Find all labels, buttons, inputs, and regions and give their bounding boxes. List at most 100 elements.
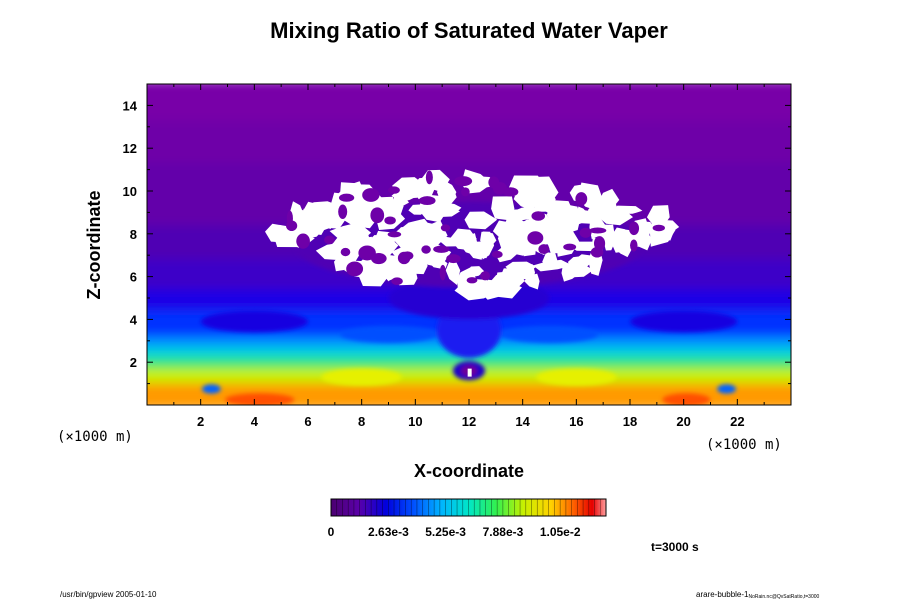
saturated-patch [392,177,426,199]
y-axis: 2 4 6 8 10 12 14 [123,98,791,385]
saturated-patch [467,266,485,278]
saturated-patch [449,228,477,251]
unsaturated-patch [286,220,298,232]
y-tick-label: 6 [130,270,137,285]
colorbar-ticks: 0 2.63e-3 5.25e-3 7.88e-3 1.05e-2 [328,499,601,539]
saturated-patch [469,245,484,260]
colorbar-tick-label: 1.05e-2 [540,525,581,539]
unsaturated-patch [340,247,351,257]
saturated-patch [491,196,515,221]
saturated-patch [603,224,616,251]
x-tick-label: 22 [730,414,744,429]
x-tick-label: 10 [408,414,422,429]
colorbar-tick-label: 0 [328,525,335,539]
saturated-patch [542,252,558,270]
saturated-patch [464,211,498,230]
bubble-center-marker [467,368,472,377]
field-feature [200,310,308,333]
colorbar-tick-label: 5.25e-3 [425,525,466,539]
unsaturated-patch [590,247,604,258]
unsaturated-patch [370,207,385,224]
field-feature [662,393,711,405]
unsaturated-patch [391,277,403,286]
time-label: t=3000 s [651,540,699,554]
unsaturated-patch [346,261,364,277]
saturated-patch [598,207,633,226]
unsaturated-patch [461,187,470,197]
field-feature [630,310,738,333]
saturated-patches [265,169,680,301]
x-axis: 2 4 6 8 10 12 14 16 18 20 22 [173,84,765,429]
heatmap-field [147,84,791,405]
unsaturated-patch [440,224,451,232]
x-tick-label: 6 [304,414,311,429]
unsaturated-patch [388,186,400,194]
saturated-patch [471,176,494,190]
saturated-patch [646,205,670,227]
unsaturated-patch [563,243,577,251]
unsaturated-patch [296,233,310,249]
field-band [147,112,791,163]
field-feature [321,368,402,386]
x-tick-label: 16 [569,414,583,429]
saturated-patch [497,225,530,254]
x-tick-label: 8 [358,414,365,429]
unsaturated-patch [418,196,436,206]
unsaturated-patch [491,250,503,259]
unsaturated-patch [527,231,544,245]
field-feature [717,384,736,394]
y-unit-label: (×1000 m) [57,429,133,445]
unsaturated-patch [362,188,380,202]
x-tick-label: 14 [515,414,530,429]
field-feature [536,368,617,386]
saturated-patch [391,196,409,208]
field-feature [340,325,437,343]
unsaturated-patch [488,176,500,189]
chart-title: Mixing Ratio of Saturated Water Vaper [270,18,668,43]
colorbar-tick-label: 7.88e-3 [483,525,524,539]
y-tick-label: 4 [130,312,138,327]
unsaturated-patch [628,221,640,236]
y-tick-label: 12 [123,141,137,156]
unsaturated-patch [531,211,546,221]
x-unit-label: (×1000 m) [706,437,782,453]
y-axis-title: Z-coordinate [84,190,104,299]
field-feature [202,384,221,394]
x-tick-label: 20 [676,414,690,429]
saturated-patch [436,185,457,208]
unsaturated-patch [384,216,396,225]
saturated-patch [546,201,576,228]
y-tick-label: 10 [123,184,137,199]
field-feature [224,393,295,405]
x-tick-label: 4 [251,414,259,429]
unsaturated-patch [439,264,446,281]
saturated-patch [599,188,620,210]
unsaturated-patch [425,170,433,185]
unsaturated-patch [466,277,478,284]
unsaturated-patch [454,176,473,187]
saturated-patch [480,231,497,247]
colorbar-tick-label: 2.63e-3 [368,525,409,539]
field-feature [501,325,598,343]
footer-right-sub: NoRain.nc@QvSatRatio,t=3000 [748,594,819,600]
unsaturated-patch [630,239,638,252]
saturated-patch [614,240,632,258]
unsaturated-patch [324,235,335,245]
unsaturated-patch [575,192,588,206]
unsaturated-patch [589,227,607,234]
saturated-patch [576,206,589,225]
unsaturated-patch [387,231,402,238]
unsaturated-patch [397,251,411,265]
saturated-patch [357,260,391,287]
saturated-patch [530,187,556,212]
saturated-patch [309,207,345,234]
unsaturated-patch [338,204,348,219]
unsaturated-patch [480,271,491,281]
unsaturated-patch [538,244,550,255]
x-tick-label: 18 [623,414,637,429]
saturated-patch [265,223,286,243]
unsaturated-patch [502,187,519,197]
saturated-patch [408,233,438,259]
unsaturated-patch [579,227,592,238]
